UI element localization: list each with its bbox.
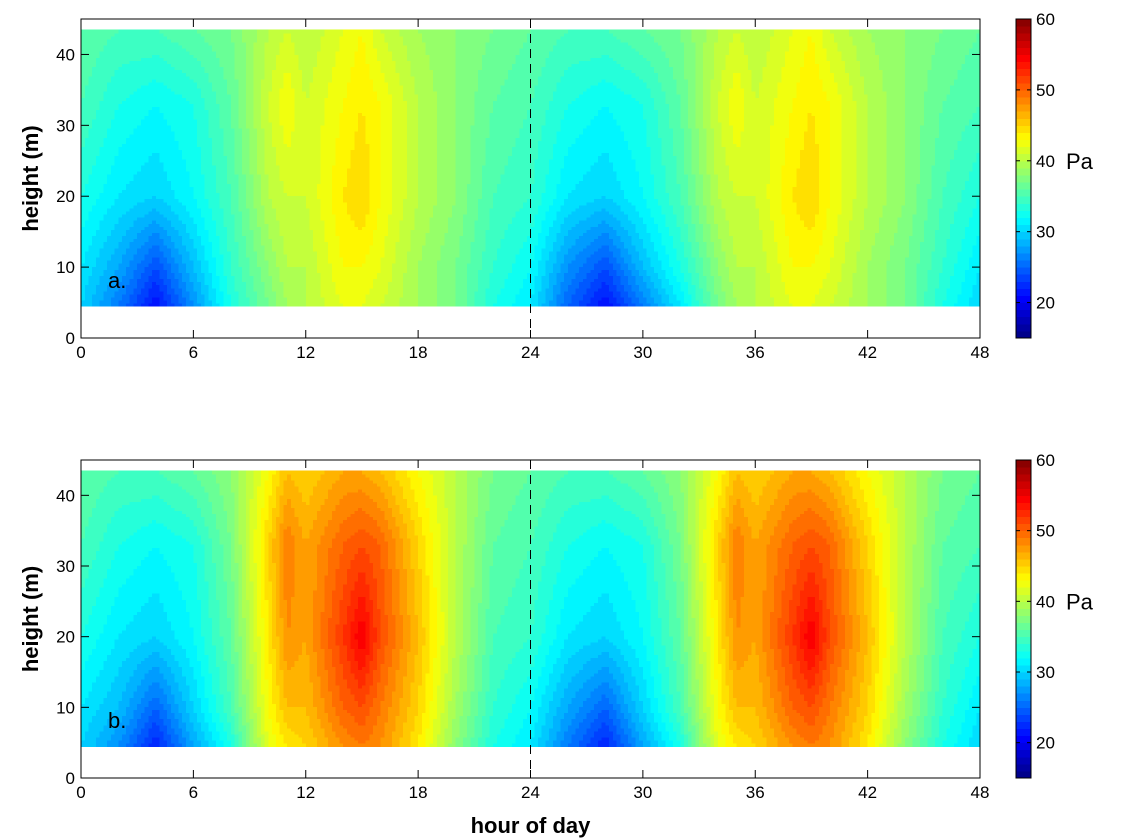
panel-a: 0 6 12 18 24 30 36 42 48010203040 height (m) a. [18, 19, 989, 362]
